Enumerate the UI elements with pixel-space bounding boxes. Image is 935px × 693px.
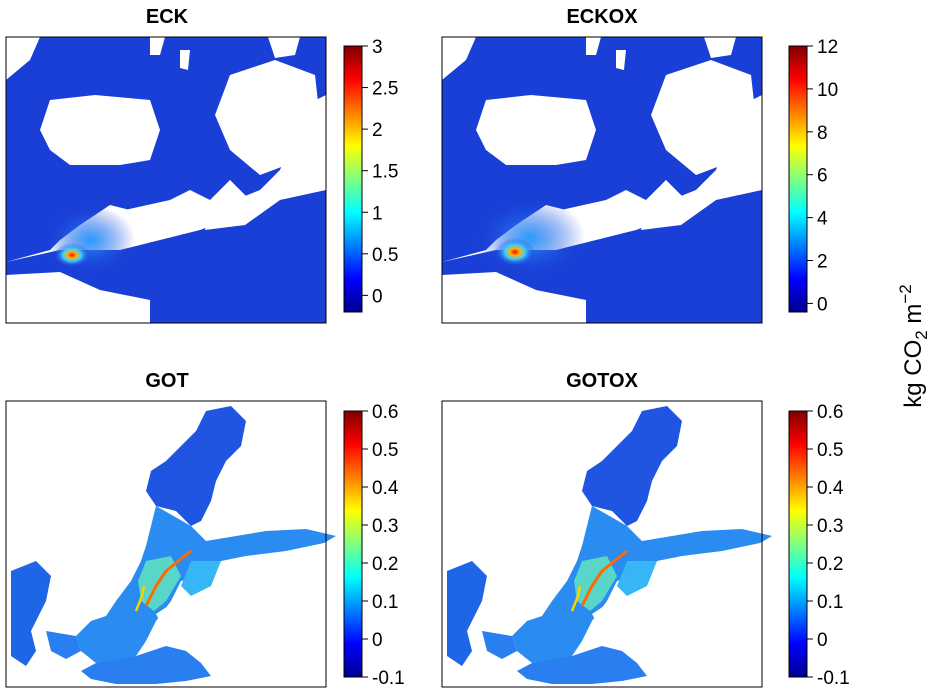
panel-title: ECKOX	[566, 6, 638, 28]
colorbar-tick-label: 0.4	[372, 478, 399, 499]
colorbar-frame	[343, 410, 363, 678]
colorbar-gradient	[344, 411, 362, 677]
colorbar-gradient	[789, 411, 807, 677]
colorbar-tick-label: 0	[817, 630, 828, 651]
sea-region	[156, 606, 172, 623]
panel-got: GOT 0.6 0.5 0.4 0.3 0.2 0.1 0 -0.1	[5, 370, 405, 689]
sea-region	[482, 631, 517, 659]
colorbar-tick-label: 2	[372, 120, 383, 141]
colorbar-tick-label: 12	[817, 37, 838, 58]
colorbar-tick-label: 1	[372, 203, 383, 224]
colorbar-gradient	[789, 46, 807, 312]
colorbar-tick-label: 0.3	[372, 516, 398, 537]
colorbar-tick-label: 1.5	[372, 162, 398, 183]
colorbar-frame	[788, 45, 808, 313]
colorbar-tick-label: 0.3	[817, 516, 843, 537]
colorbar-tick-label: 0	[372, 286, 383, 307]
colorbar-tick-label: 0.5	[372, 245, 398, 266]
colorbar: 3 2.5 2 1.5 1 0.5 0	[343, 37, 398, 313]
colorbar-tick-label: 0.4	[817, 478, 844, 499]
colorbar-tick-label: 0.2	[372, 554, 398, 575]
map-area	[441, 400, 772, 688]
sea-region	[592, 606, 608, 623]
sea-region	[517, 646, 647, 684]
sea-region	[11, 561, 51, 666]
colorbar-tick-label: 3	[372, 37, 383, 58]
sea-region	[582, 406, 682, 526]
panel-title: GOT	[145, 370, 188, 392]
colorbar-tick-label: 8	[817, 123, 828, 144]
coastal-hotspot	[134, 585, 146, 612]
sea-region	[512, 506, 772, 663]
panel-eckox: ECKOX 12 10 8 6 4 2 0	[441, 6, 838, 324]
colorbar-tick-label: 0.5	[372, 440, 398, 461]
map-area	[5, 400, 336, 688]
panel-title: ECK	[146, 6, 189, 28]
colorbar-gradient	[344, 46, 362, 312]
colorbar: 0.6 0.5 0.4 0.3 0.2 0.1 0 -0.1	[343, 402, 405, 689]
sea-region	[46, 631, 81, 659]
colorbar-tick-label: 0	[372, 630, 383, 651]
sea-region	[81, 646, 211, 684]
sea-region	[76, 506, 336, 663]
colorbar: 0.6 0.5 0.4 0.3 0.2 0.1 0 -0.1	[788, 402, 850, 689]
colorbar-tick-label: 2	[817, 252, 828, 273]
colorbar-tick-label: 0.5	[817, 440, 843, 461]
map-area	[441, 36, 763, 324]
sea-region	[174, 601, 182, 615]
colorbar-tick-label: 0	[817, 294, 828, 315]
sea-region	[447, 561, 487, 666]
sea-region	[610, 601, 618, 615]
colorbar: 12 10 8 6 4 2 0	[788, 37, 838, 315]
colorbar-tick-label: 6	[817, 166, 828, 187]
colorbar-tick-label: -0.1	[372, 668, 405, 689]
coastal-hotspot	[144, 549, 192, 607]
coastal-hotspot	[580, 549, 628, 607]
colorbar-tick-label: 0.2	[817, 554, 843, 575]
sea-region	[146, 406, 246, 526]
colorbar-tick-label: 4	[817, 209, 828, 230]
colorbar-frame	[788, 410, 808, 678]
colorbar-tick-label: 0.1	[817, 592, 843, 613]
unit-label: kg CO2 m−2	[896, 284, 931, 408]
colorbar-tick-label: 0.6	[817, 402, 843, 423]
colorbar-tick-label: 0.6	[372, 402, 398, 423]
map-area	[5, 36, 327, 324]
coastal-hotspot	[570, 585, 582, 612]
colorbar-tick-label: -0.1	[817, 668, 850, 689]
colorbar-tick-label: 2.5	[372, 79, 398, 100]
colorbar-tick-label: 10	[817, 80, 838, 101]
panel-title: GOTOX	[566, 370, 639, 392]
panel-gotox: GOTOX 0.6 0.5 0.4 0.3 0.2 0.1 0 -0.1	[441, 370, 850, 689]
colorbar-tick-label: 0.1	[372, 592, 398, 613]
sea-region	[617, 561, 657, 596]
panel-eck: ECK 3 2.5 2 1.5 1 0.5 0	[5, 6, 398, 324]
map-frame	[5, 36, 327, 324]
colorbar-frame	[343, 45, 363, 313]
sea-region	[181, 561, 221, 596]
